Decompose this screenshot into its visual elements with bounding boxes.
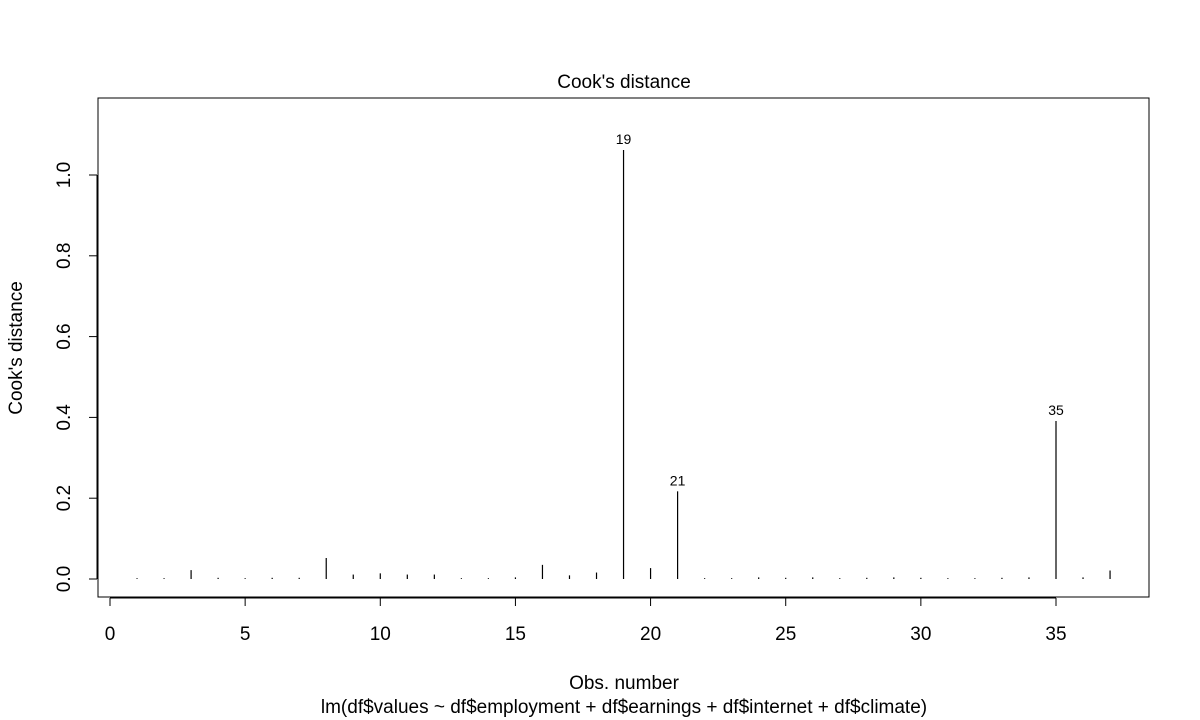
x-tick-label: 30 bbox=[910, 624, 931, 645]
y-tick-label: 0.0 bbox=[54, 566, 75, 592]
x-tick-label: 15 bbox=[505, 624, 526, 645]
x-axis: 0 5 10 15 20 25 30 35 bbox=[105, 597, 1067, 645]
point-label: 21 bbox=[670, 472, 686, 488]
y-tick-label: 0.8 bbox=[54, 243, 75, 269]
y-tick-label: 0.6 bbox=[54, 323, 75, 349]
x-tick-label: 5 bbox=[240, 624, 251, 645]
x-tick-label: 10 bbox=[370, 624, 391, 645]
plot-box bbox=[97, 97, 1150, 598]
model-subtitle: lm(df$values ~ df$employment + df$earnin… bbox=[321, 697, 927, 718]
x-tick-label: 35 bbox=[1045, 624, 1066, 645]
y-axis-label: Cook's distance bbox=[6, 281, 27, 415]
bar-series bbox=[136, 149, 1111, 579]
x-tick-label: 0 bbox=[105, 624, 116, 645]
y-ticks: 0.0 0.2 0.4 0.6 0.8 1.0 bbox=[54, 162, 97, 592]
x-axis-label: Obs. number bbox=[569, 673, 679, 694]
y-tick-label: 0.4 bbox=[54, 404, 75, 431]
point-label: 35 bbox=[1048, 402, 1064, 418]
point-labels: 19 21 35 bbox=[616, 131, 1064, 488]
chart-title: Cook's distance bbox=[557, 72, 691, 93]
y-tick-label: 1.0 bbox=[54, 162, 75, 188]
x-ticks: 0 5 10 15 20 25 30 35 bbox=[105, 598, 1067, 645]
x-tick-label: 25 bbox=[775, 624, 796, 645]
y-axis: 0.0 0.2 0.4 0.6 0.8 1.0 bbox=[54, 162, 98, 592]
x-tick-label: 20 bbox=[640, 624, 661, 645]
point-label: 19 bbox=[616, 131, 632, 147]
y-tick-label: 0.2 bbox=[54, 485, 75, 511]
